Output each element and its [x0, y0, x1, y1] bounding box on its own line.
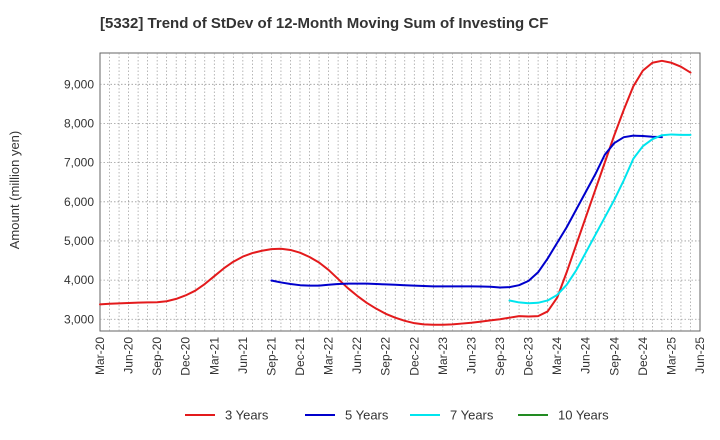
series-line-3-years	[99, 59, 692, 326]
series-line-7-years	[508, 133, 692, 305]
x-tick-label: Jun-24	[579, 337, 593, 374]
y-tick-label: 5,000	[64, 234, 94, 248]
x-tick-label: Sep-20	[150, 337, 164, 376]
x-tick-label: Dec-22	[407, 337, 421, 376]
y-axis-ticks: 3,000 4,000 5,000 6,000 7,000 8,000 9,000	[64, 77, 94, 326]
y-tick-label: 9,000	[64, 77, 94, 91]
x-tick-label: Dec-23	[522, 337, 536, 376]
x-tick-label: Dec-20	[179, 337, 193, 376]
x-tick-label: Sep-22	[379, 337, 393, 376]
x-tick-label: Jun-23	[464, 337, 478, 374]
legend-label: 3 Years	[225, 408, 269, 423]
x-tick-label: Mar-22	[322, 337, 336, 375]
chart-title: [5332] Trend of StDev of 12-Month Moving…	[100, 15, 548, 32]
legend-label: 5 Years	[345, 408, 389, 423]
x-tick-label: Jun-21	[236, 337, 250, 374]
legend-label: 10 Years	[558, 408, 609, 423]
x-tick-label: Mar-25	[664, 337, 678, 375]
x-tick-label: Mar-24	[550, 337, 564, 375]
x-tick-label: Sep-23	[493, 337, 507, 376]
y-tick-label: 3,000	[64, 312, 94, 326]
x-tick-label: Mar-20	[93, 337, 107, 375]
x-tick-label: Jun-22	[350, 337, 364, 374]
y-tick-label: 8,000	[64, 116, 94, 130]
x-tick-label: Dec-21	[293, 337, 307, 376]
x-axis-ticks: Mar-20 Jun-20 Sep-20 Dec-20 Mar-21 Jun-21 Sep-…	[93, 337, 707, 376]
legend-label: 7 Years	[450, 408, 494, 423]
x-tick-label: Jun-25	[693, 337, 707, 374]
series-lines	[99, 59, 692, 326]
series-line-5-years	[270, 134, 663, 289]
x-tick-label: Sep-24	[607, 337, 621, 376]
legend: 3 Years 5 Years 7 Years 10 Years	[185, 408, 609, 423]
y-axis-label: Amount (million yen)	[7, 131, 22, 250]
plot-area	[99, 52, 701, 332]
x-tick-label: Mar-23	[436, 337, 450, 375]
y-tick-label: 6,000	[64, 195, 94, 209]
x-tick-label: Mar-21	[207, 337, 221, 375]
x-tick-label: Jun-20	[122, 337, 136, 374]
y-tick-label: 7,000	[64, 156, 94, 170]
x-tick-label: Sep-21	[264, 337, 278, 376]
y-tick-label: 4,000	[64, 273, 94, 287]
x-tick-label: Dec-24	[636, 337, 650, 376]
